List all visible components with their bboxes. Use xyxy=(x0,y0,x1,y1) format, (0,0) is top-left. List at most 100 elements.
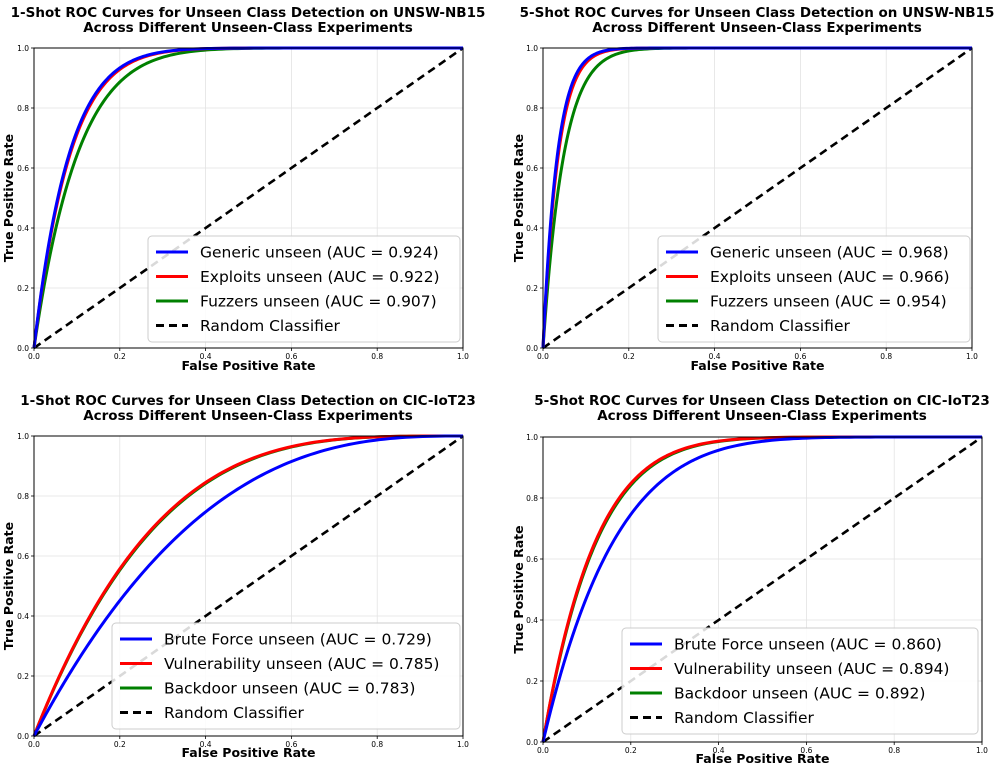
y-tick-label: 0.6 xyxy=(17,164,29,173)
legend-entry-label: Random Classifier xyxy=(200,317,340,335)
y-tick-label: 0.6 xyxy=(17,552,29,561)
legend-box xyxy=(147,235,461,343)
legend-entry-label: Brute Force unseen (AUC = 0.729) xyxy=(164,631,432,649)
y-axis-label: True Positive Rate xyxy=(511,134,526,262)
chart-title-line: 5-Shot ROC Curves for Unseen Class Detec… xyxy=(534,393,990,409)
y-axis-label: True Positive Rate xyxy=(511,525,526,653)
legend-entry-label: Generic unseen (AUC = 0.924) xyxy=(200,244,439,262)
x-axis-label: False Positive Rate xyxy=(690,358,824,373)
legend: Generic unseen (AUC = 0.924) Exploits uns… xyxy=(147,235,461,343)
y-tick-label: 0.2 xyxy=(526,284,538,293)
y-tick-label: 0.4 xyxy=(17,612,29,621)
legend-box xyxy=(657,235,971,343)
x-tick-label: 1.0 xyxy=(457,352,469,361)
legend-entry-label: Fuzzers unseen (AUC = 0.954) xyxy=(710,293,947,311)
x-tick-label: 0.0 xyxy=(537,746,549,755)
legend-entry-label: Vulnerability unseen (AUC = 0.894) xyxy=(674,660,949,678)
roc-panel-1: 1-Shot ROC Curves for Unseen Class Detec… xyxy=(1,5,485,373)
chart-title-line: 5-Shot ROC Curves for Unseen Class Detec… xyxy=(520,5,995,21)
x-tick-label: 0.6 xyxy=(800,746,812,755)
legend-box xyxy=(111,622,461,730)
x-tick-label: 0.2 xyxy=(625,746,637,755)
chart-title-line: Across Different Unseen-Class Experiment… xyxy=(597,408,927,424)
y-tick-label: 0.0 xyxy=(17,344,29,353)
x-tick-label: 1.0 xyxy=(457,740,469,749)
plot-frame xyxy=(542,47,973,349)
legend-entry-label: Exploits unseen (AUC = 0.922) xyxy=(200,268,440,286)
y-tick-label: 1.0 xyxy=(17,432,29,441)
y-tick-label: 0.2 xyxy=(17,284,29,293)
x-tick-label: 0.6 xyxy=(285,352,297,361)
random-classifier-line xyxy=(542,435,983,744)
x-tick-label: 0.4 xyxy=(200,352,212,361)
legend: Brute Force unseen (AUC = 0.729) Vulnerab… xyxy=(111,622,461,730)
legend-entry-label: Backdoor unseen (AUC = 0.783) xyxy=(164,680,415,698)
legend-entry-label: Random Classifier xyxy=(710,317,850,335)
y-tick-label: 1.0 xyxy=(526,44,538,53)
y-tick-label: 0.0 xyxy=(17,732,29,741)
y-tick-label: 1.0 xyxy=(17,44,29,53)
legend-entry-label: Brute Force unseen (AUC = 0.860) xyxy=(674,636,942,654)
legend: Brute Force unseen (AUC = 0.860) Vulnerab… xyxy=(621,627,979,735)
chart-title-line: Across Different Unseen-Class Experiment… xyxy=(83,20,413,36)
x-axis-label: False Positive Rate xyxy=(181,745,315,760)
legend-entry-label: Vulnerability unseen (AUC = 0.785) xyxy=(164,655,439,673)
y-tick-label: 0.2 xyxy=(17,672,29,681)
x-tick-label: 0.6 xyxy=(285,740,297,749)
y-tick-label: 0.6 xyxy=(526,555,538,564)
legend: Generic unseen (AUC = 0.968) Exploits uns… xyxy=(657,235,971,343)
y-tick-label: 0.6 xyxy=(526,164,538,173)
chart-title-line: Across Different Unseen-Class Experiment… xyxy=(592,20,922,36)
legend-entry-label: Generic unseen (AUC = 0.968) xyxy=(710,244,949,262)
x-tick-label: 0.0 xyxy=(28,352,40,361)
legend-entry-label: Fuzzers unseen (AUC = 0.907) xyxy=(200,293,437,311)
x-axis-label: False Positive Rate xyxy=(695,751,829,766)
y-tick-label: 0.2 xyxy=(526,677,538,686)
plot-frame xyxy=(542,436,983,743)
random-classifier-line xyxy=(542,46,973,350)
y-tick-label: 0.4 xyxy=(17,224,29,233)
roc-curve-brute-force-unseen xyxy=(32,434,463,738)
roc-panel-4: 5-Shot ROC Curves for Unseen Class Detec… xyxy=(511,393,990,766)
y-tick-label: 0.8 xyxy=(17,104,29,113)
chart-title-line: 1-Shot ROC Curves for Unseen Class Detec… xyxy=(20,393,476,409)
x-tick-label: 0.4 xyxy=(709,352,721,361)
chart-title-line: Across Different Unseen-Class Experiment… xyxy=(83,408,413,424)
y-tick-label: 0.4 xyxy=(526,616,538,625)
x-tick-label: 0.2 xyxy=(623,352,635,361)
x-tick-label: 0.8 xyxy=(888,746,900,755)
y-tick-label: 0.4 xyxy=(526,224,538,233)
legend-box xyxy=(621,627,979,735)
legend-entry-label: Exploits unseen (AUC = 0.966) xyxy=(710,268,950,286)
x-tick-label: 0.2 xyxy=(114,352,126,361)
plot-frame xyxy=(33,47,464,349)
y-tick-label: 0.0 xyxy=(526,344,538,353)
y-tick-label: 0.0 xyxy=(526,738,538,747)
x-tick-label: 0.4 xyxy=(713,746,725,755)
x-tick-label: 1.0 xyxy=(966,352,978,361)
x-tick-label: 0.0 xyxy=(28,740,40,749)
x-tick-label: 0.8 xyxy=(880,352,892,361)
y-tick-label: 0.8 xyxy=(17,492,29,501)
random-classifier-line xyxy=(33,434,464,738)
x-tick-label: 0.0 xyxy=(537,352,549,361)
x-tick-label: 0.8 xyxy=(371,740,383,749)
x-tick-label: 1.0 xyxy=(976,746,988,755)
legend-entry-label: Random Classifier xyxy=(674,709,814,727)
roc-panel-2: 5-Shot ROC Curves for Unseen Class Detec… xyxy=(511,5,994,373)
chart-title-line: 1-Shot ROC Curves for Unseen Class Detec… xyxy=(11,5,486,21)
x-tick-label: 0.2 xyxy=(114,740,126,749)
y-tick-label: 0.8 xyxy=(526,494,538,503)
x-axis-label: False Positive Rate xyxy=(181,358,315,373)
y-axis-label: True Positive Rate xyxy=(1,134,16,262)
y-tick-label: 1.0 xyxy=(526,433,538,442)
y-tick-label: 0.8 xyxy=(526,104,538,113)
x-tick-label: 0.8 xyxy=(371,352,383,361)
random-classifier-line xyxy=(33,46,464,350)
plot-frame xyxy=(33,435,464,737)
y-axis-label: True Positive Rate xyxy=(1,522,16,650)
roc-curve-vulnerability-unseen xyxy=(32,434,463,738)
x-tick-label: 0.6 xyxy=(794,352,806,361)
roc-panel-3: 1-Shot ROC Curves for Unseen Class Detec… xyxy=(1,393,476,760)
